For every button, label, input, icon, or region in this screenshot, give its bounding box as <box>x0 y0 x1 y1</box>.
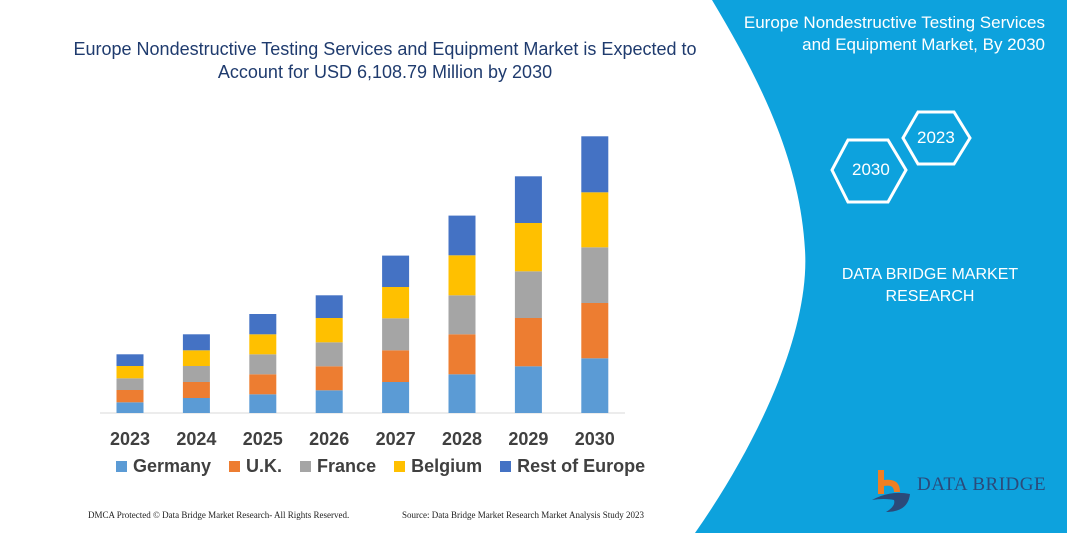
bar-segment-germany-2027 <box>382 382 410 413</box>
bar-segment-belgium-2025 <box>249 334 277 355</box>
footer-source: Source: Data Bridge Market Research Mark… <box>402 510 644 520</box>
legend-label: Germany <box>133 456 212 476</box>
hexagon-2023 <box>901 110 972 166</box>
bar-segment-rest-of-europe-2029 <box>514 176 542 223</box>
side-panel-background <box>695 0 1067 533</box>
bar-segment-france-2023 <box>116 378 144 390</box>
bar-segment-germany-2030 <box>581 358 609 413</box>
bar-segment-u-k--2023 <box>116 390 144 403</box>
bar-segment-rest-of-europe-2028 <box>448 215 476 256</box>
legend-label: U.K. <box>246 456 283 476</box>
bar-segment-belgium-2028 <box>448 255 476 296</box>
legend-label: Rest of Europe <box>517 456 646 476</box>
side-panel-title: Europe Nondestructive Testing Services a… <box>743 13 1045 54</box>
legend-item-belgium: Belgium <box>394 456 482 477</box>
chart-title: Europe Nondestructive Testing Services a… <box>73 39 697 82</box>
legend: Germany U.K. France Belgium Rest of Euro… <box>116 456 645 477</box>
legend-swatch <box>394 461 406 472</box>
legend-label: Belgium <box>411 456 483 476</box>
data-bridge-logo-icon <box>872 470 910 512</box>
bar-segment-france-2030 <box>581 247 609 303</box>
bar-segment-germany-2028 <box>448 374 476 413</box>
bars-group <box>116 136 609 413</box>
legend-item-germany: Germany <box>116 456 211 477</box>
bar-segment-germany-2025 <box>249 394 277 413</box>
bar-segment-u-k--2027 <box>382 350 410 382</box>
legend-swatch <box>116 461 127 472</box>
legend-swatch <box>500 461 512 472</box>
bar-segment-u-k--2024 <box>182 382 210 398</box>
bar-segment-rest-of-europe-2026 <box>315 295 343 318</box>
bar-segment-france-2029 <box>514 271 542 318</box>
bar-segment-belgium-2027 <box>382 287 410 319</box>
bar-segment-belgium-2023 <box>116 366 144 379</box>
bar-segment-france-2026 <box>315 342 343 367</box>
legend-swatch <box>300 461 312 472</box>
bar-segment-u-k--2026 <box>315 366 343 391</box>
x-tick-label-2025: 2025 <box>242 429 283 449</box>
legend-label: France <box>317 456 377 476</box>
bar-segment-rest-of-europe-2027 <box>382 255 410 287</box>
bar-segment-rest-of-europe-2025 <box>249 314 277 335</box>
x-tick-label-2029: 2029 <box>508 429 549 449</box>
bar-segment-belgium-2029 <box>514 223 542 272</box>
bar-segment-rest-of-europe-2030 <box>581 136 609 193</box>
bar-segment-belgium-2030 <box>581 192 609 248</box>
bar-segment-france-2028 <box>448 295 476 335</box>
legend-item-france: France <box>300 456 376 477</box>
bar-segment-rest-of-europe-2023 <box>116 354 144 366</box>
bar-segment-germany-2024 <box>182 398 210 413</box>
bar-segment-rest-of-europe-2024 <box>182 334 210 351</box>
bar-segment-belgium-2026 <box>315 318 343 343</box>
hex-label-2023: 2023 <box>917 128 955 147</box>
legend-item-uk: U.K. <box>229 456 282 477</box>
bar-segment-france-2024 <box>182 366 210 382</box>
x-tick-label-2024: 2024 <box>176 429 217 449</box>
x-tick-label-2027: 2027 <box>375 429 416 449</box>
hexagon-2030 <box>830 138 908 204</box>
x-tick-label-2028: 2028 <box>441 429 483 449</box>
bar-segment-belgium-2024 <box>182 350 210 366</box>
bar-segment-u-k--2028 <box>448 334 476 375</box>
bar-segment-germany-2029 <box>514 366 542 413</box>
logo-text: DATA BRIDGE <box>917 474 1047 495</box>
bar-segment-france-2027 <box>382 318 410 351</box>
footer-copyright: DMCA Protected © Data Bridge Market Rese… <box>88 510 350 520</box>
bar-segment-france-2025 <box>249 354 277 375</box>
legend-item-rest-of-europe: Rest of Europe <box>500 456 645 477</box>
bar-segment-germany-2023 <box>116 402 144 413</box>
x-tick-label-2030: 2030 <box>574 429 615 449</box>
legend-swatch <box>229 461 241 472</box>
bar-segment-u-k--2025 <box>249 374 277 395</box>
brand-name: DATA BRIDGE MARKET RESEARCH <box>841 266 1019 305</box>
bar-segment-germany-2026 <box>315 390 343 413</box>
bar-segment-u-k--2029 <box>514 318 542 367</box>
bar-segment-u-k--2030 <box>581 303 609 359</box>
x-tick-label-2026: 2026 <box>309 429 350 449</box>
x-tick-label-2023: 2023 <box>109 429 151 449</box>
hex-label-2030: 2030 <box>852 160 890 179</box>
